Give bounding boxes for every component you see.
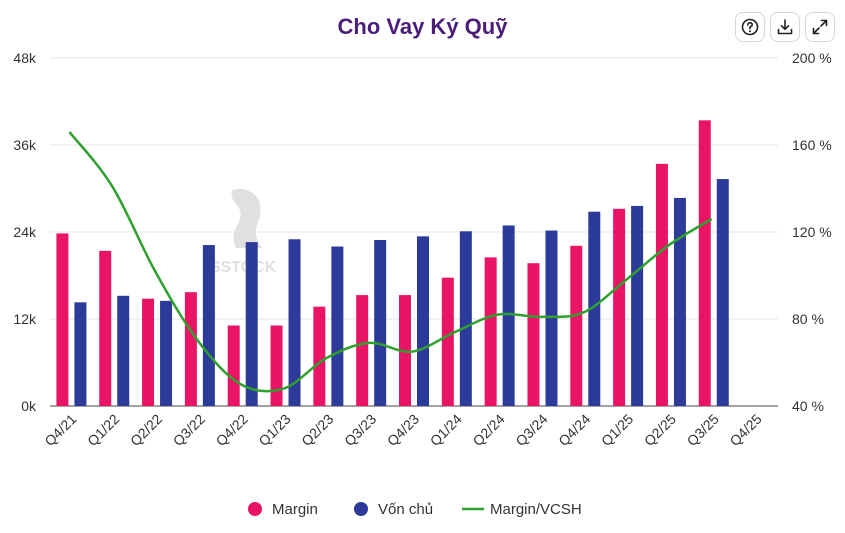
x-tick-label: Q4/22 [213, 411, 251, 449]
y-left-tick-label: 0k [21, 398, 37, 414]
y-left-tick-label: 12k [13, 311, 37, 327]
y-right-tick-label: 200 % [792, 50, 832, 66]
bar-margin[interactable] [270, 325, 283, 406]
expand-button[interactable] [805, 12, 835, 42]
legend-label-von-chu[interactable]: Vốn chủ [378, 501, 433, 518]
bar-von-chu[interactable] [331, 246, 344, 407]
bar-von-chu[interactable] [74, 302, 87, 406]
question-circle-icon [741, 18, 759, 36]
x-tick-label: Q3/22 [170, 411, 208, 449]
bar-von-chu[interactable] [459, 231, 472, 406]
bar-margin[interactable] [56, 233, 69, 406]
x-tick-label: Q4/21 [41, 411, 79, 449]
series-line-margin-vcsh[interactable] [68, 131, 713, 393]
help-button[interactable] [735, 12, 765, 42]
bar-von-chu[interactable] [588, 211, 601, 406]
x-tick-label: Q1/22 [84, 411, 122, 449]
legend-marker-margin [248, 502, 262, 516]
bar-von-chu[interactable] [160, 300, 173, 406]
x-tick-label: Q2/23 [298, 411, 336, 449]
expand-icon [812, 19, 828, 35]
line-group [68, 131, 713, 393]
bars-group [56, 120, 729, 407]
bar-margin[interactable] [99, 250, 112, 406]
y-axis-right: 40 % 80 % 120 % 160 % 200 % [792, 50, 832, 414]
watermark: SSTOCK [210, 188, 277, 276]
y-right-tick-label: 40 % [792, 398, 824, 414]
bar-von-chu[interactable] [288, 239, 301, 406]
bar-von-chu[interactable] [245, 242, 258, 406]
x-tick-label: Q3/24 [512, 411, 550, 449]
legend-marker-von-chu [354, 502, 368, 516]
bar-margin[interactable] [698, 120, 711, 406]
x-tick-label: Q4/25 [726, 411, 764, 449]
bar-von-chu[interactable] [716, 179, 729, 406]
bar-von-chu[interactable] [417, 236, 429, 406]
y-left-tick-label: 48k [13, 50, 37, 66]
x-tick-label: Q1/23 [255, 411, 293, 449]
x-axis: Q4/21 Q1/22 Q2/22 Q3/22 Q4/22 Q1/23 Q2/23 Q3/23… [41, 411, 765, 449]
x-tick-label: Q1/24 [427, 411, 465, 449]
grid-lines [50, 57, 778, 407]
bar-margin[interactable] [142, 298, 155, 406]
legend-label-margin[interactable]: Margin [272, 501, 318, 518]
bar-von-chu[interactable] [202, 245, 215, 406]
x-tick-label: Q3/23 [341, 411, 379, 449]
watermark-text: SSTOCK [210, 259, 277, 276]
x-tick-label: Q1/25 [598, 411, 636, 449]
bar-margin[interactable] [527, 263, 540, 406]
y-right-tick-label: 160 % [792, 137, 832, 153]
chart-title: Cho Vay Ký Quỹ [337, 14, 508, 39]
bar-von-chu[interactable] [502, 225, 515, 406]
x-tick-label: Q2/24 [469, 411, 507, 449]
bar-margin[interactable] [655, 163, 668, 406]
y-right-tick-label: 80 % [792, 311, 824, 327]
x-tick-label: Q2/25 [641, 411, 679, 449]
download-button[interactable] [770, 12, 800, 42]
legend: Margin Vốn chủ Margin/VCSH [248, 501, 582, 518]
x-tick-label: Q2/22 [127, 411, 165, 449]
bar-margin[interactable] [184, 292, 197, 406]
download-icon [777, 19, 793, 35]
bar-margin[interactable] [441, 277, 454, 406]
bar-von-chu[interactable] [631, 205, 644, 406]
bar-margin[interactable] [613, 208, 626, 406]
x-tick-label: Q4/23 [384, 411, 422, 449]
bar-margin[interactable] [313, 306, 326, 406]
x-tick-label: Q4/24 [555, 411, 593, 449]
bar-von-chu[interactable] [673, 197, 686, 406]
bar-margin[interactable] [227, 325, 240, 406]
y-axis-left: 0k 12k 24k 36k 48k [13, 50, 37, 414]
bar-von-chu[interactable] [374, 239, 387, 406]
y-left-tick-label: 24k [13, 224, 37, 240]
bar-margin[interactable] [484, 257, 497, 406]
bar-margin[interactable] [356, 295, 369, 406]
y-right-tick-label: 120 % [792, 224, 832, 240]
bar-von-chu[interactable] [117, 295, 130, 406]
x-tick-label: Q3/25 [684, 411, 722, 449]
bar-margin[interactable] [570, 245, 583, 406]
legend-label-margin-vcsh[interactable]: Margin/VCSH [490, 501, 582, 518]
y-left-tick-label: 36k [13, 137, 37, 153]
bar-von-chu[interactable] [545, 230, 558, 406]
